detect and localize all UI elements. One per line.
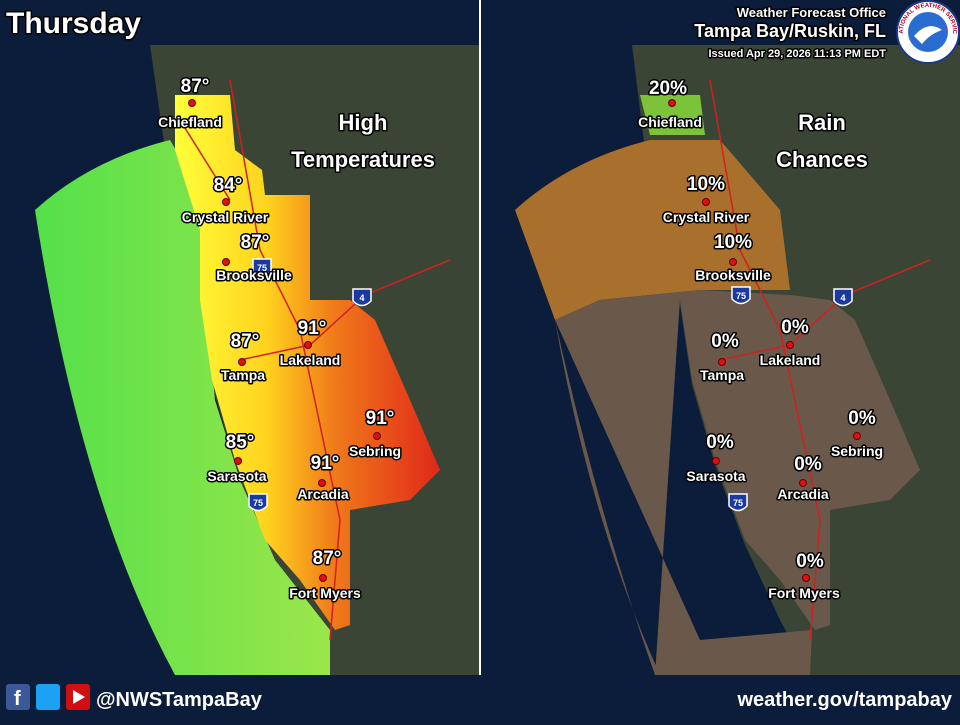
- rain-area: [555, 290, 920, 675]
- panel-title: Chances: [776, 147, 868, 172]
- city-dot: [304, 341, 312, 349]
- interstate-shield: [728, 493, 748, 512]
- city-name: Crystal River: [663, 209, 750, 225]
- shield-number: 75: [733, 498, 743, 508]
- city-dot: [668, 99, 676, 107]
- highways: [709, 79, 931, 641]
- city-value: 0%: [706, 432, 734, 453]
- panel-title: Temperatures: [291, 147, 435, 172]
- city-value: 0%: [781, 317, 809, 338]
- city-dot: [799, 479, 807, 487]
- city-value: 87°: [181, 76, 210, 97]
- highways: [179, 79, 451, 641]
- city-value: 10%: [687, 174, 725, 195]
- interstate-shield: [731, 286, 751, 305]
- city-value: 87°: [241, 232, 270, 253]
- city-name: Sebring: [349, 443, 401, 459]
- city-value: 91°: [298, 318, 327, 339]
- city-dot: [238, 358, 246, 366]
- city-name: Lakeland: [280, 352, 341, 368]
- city-name: Brooksville: [695, 267, 771, 283]
- panel-title: Rain: [798, 110, 846, 135]
- city-dot: [319, 574, 327, 582]
- city-dot: [222, 258, 230, 266]
- panel-title: High: [339, 110, 388, 135]
- city-name: Arcadia: [777, 486, 829, 502]
- rain-area: [515, 140, 790, 320]
- city-dot: [786, 341, 794, 349]
- city-name: Lakeland: [760, 352, 821, 368]
- city-dot: [718, 358, 726, 366]
- city-dot: [702, 198, 710, 206]
- interstate-shield: [252, 258, 272, 277]
- city-dot: [373, 432, 381, 440]
- temperature-map: [35, 45, 479, 675]
- social-handle[interactable]: @NWSTampaBay: [96, 689, 263, 711]
- city-name: Chiefland: [158, 114, 222, 130]
- city-dot: [853, 432, 861, 440]
- social-icons: f: [6, 684, 90, 710]
- city-dot: [712, 457, 720, 465]
- city-value: 0%: [711, 331, 739, 352]
- interstate-shield: [352, 288, 372, 307]
- city-value: 85°: [226, 432, 255, 453]
- rain-area: [640, 95, 705, 135]
- city-value: 20%: [649, 78, 687, 99]
- city-value: 91°: [311, 453, 340, 474]
- office: Weather Forecast Office: [737, 5, 886, 20]
- city-dot: [234, 457, 242, 465]
- city-name: Fort Myers: [768, 585, 840, 601]
- city-value: 87°: [231, 331, 260, 352]
- city-value: 91°: [366, 408, 395, 429]
- city-dot: [188, 99, 196, 107]
- city-name: Arcadia: [297, 486, 349, 502]
- website[interactable]: weather.gov/tampabay: [736, 689, 952, 711]
- city-dot: [318, 479, 326, 487]
- issued: Issued Apr 29, 2026 11:13 PM EDT: [708, 48, 886, 60]
- city-value: 0%: [848, 408, 876, 429]
- city-name: Sebring: [831, 443, 883, 459]
- day-title: Thursday: [6, 7, 141, 40]
- shield-number: 75: [253, 498, 263, 508]
- city-name: Brooksville: [216, 267, 292, 283]
- city-value: 0%: [796, 551, 824, 572]
- city-name: Crystal River: [182, 209, 269, 225]
- shield-number: 4: [840, 293, 845, 303]
- city-name: Sarasota: [207, 468, 266, 484]
- city-value: 84°: [214, 175, 243, 196]
- city-name: Tampa: [221, 367, 265, 383]
- city-name: Sarasota: [686, 468, 745, 484]
- rain-map: [515, 45, 960, 675]
- city-dot: [222, 198, 230, 206]
- city-value: 10%: [714, 232, 752, 253]
- gulf-forecast: [35, 140, 330, 675]
- location: Tampa Bay/Ruskin, FL: [694, 21, 886, 41]
- svg-text:f: f: [14, 688, 21, 710]
- shield-number: 75: [736, 291, 746, 301]
- city-dot: [802, 574, 810, 582]
- city-value: 0%: [794, 454, 822, 475]
- city-value: 87°: [313, 548, 342, 569]
- interstate-shield: [248, 493, 268, 512]
- city-dot: [729, 258, 737, 266]
- city-name: Tampa: [700, 367, 744, 383]
- city-name: Chiefland: [638, 114, 702, 130]
- shield-number: 4: [359, 293, 364, 303]
- city-name: Fort Myers: [289, 585, 361, 601]
- shield-number: 75: [257, 263, 267, 273]
- interstate-shield: [833, 288, 853, 307]
- footer-bar: [0, 675, 960, 720]
